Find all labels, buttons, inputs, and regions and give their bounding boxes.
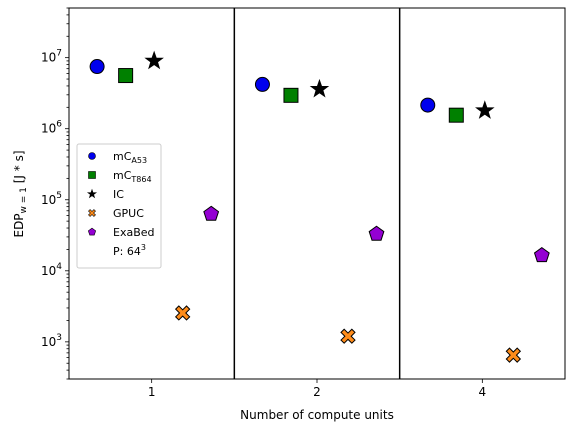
y-axis-label-main: EDP (12, 213, 26, 237)
category-separators (233, 8, 401, 379)
y-tick-label: 106 (41, 120, 62, 136)
legend-marker-star (86, 188, 98, 199)
x-axis-label: Number of compute units (240, 408, 394, 422)
legend-marker-x (88, 209, 96, 217)
x-tick-label: 4 (479, 385, 487, 399)
legend-label: mCA53 (113, 150, 147, 165)
legend-label: IC (113, 188, 124, 201)
data-point-x (340, 328, 356, 344)
data-point-x (505, 347, 522, 363)
data-point-pentagon (203, 205, 220, 221)
data-point-circle (89, 59, 105, 75)
legend-marker-pentagon (87, 227, 97, 236)
data-point-circle (420, 97, 436, 113)
y-tick-label: 107 (41, 49, 62, 65)
y-tick-label: 103 (41, 333, 62, 349)
legend-label: GPUC (113, 207, 144, 220)
y-tick-label: 104 (41, 262, 62, 278)
data-point-x (174, 305, 191, 321)
y-axis-label-sub: w = 1 (19, 187, 29, 213)
legend-marker-square (88, 171, 96, 179)
data-point-pentagon (368, 225, 385, 241)
legend-marker-circle (88, 152, 96, 160)
y-axis-label-unit: [J * s] (12, 150, 26, 183)
x-axis: 1 2 4 (148, 379, 486, 399)
data-markers (89, 50, 550, 363)
legend-label: ExaBed (113, 226, 155, 239)
legend: mCA53 mCT864 IC GPUC ExaBed P: 643 (76, 143, 162, 269)
data-point-star (475, 100, 495, 119)
y-tick-label: 105 (41, 191, 62, 207)
data-point-square (448, 107, 464, 123)
legend-label-extra: P: 643 (113, 243, 146, 258)
x-tick-label: 1 (148, 385, 156, 399)
data-point-star (309, 78, 330, 98)
data-point-square (118, 68, 134, 84)
y-axis-label: EDPw = 1 [J * s] (12, 150, 29, 237)
legend-label: mCT864 (113, 169, 152, 184)
legend-frame (76, 143, 162, 269)
y-axis: 103 104 105 106 107 (41, 7, 69, 380)
data-point-square (283, 87, 299, 103)
data-point-circle (254, 76, 270, 92)
data-point-star (144, 50, 164, 70)
x-tick-label: 2 (313, 385, 321, 399)
data-point-pentagon (533, 247, 550, 263)
